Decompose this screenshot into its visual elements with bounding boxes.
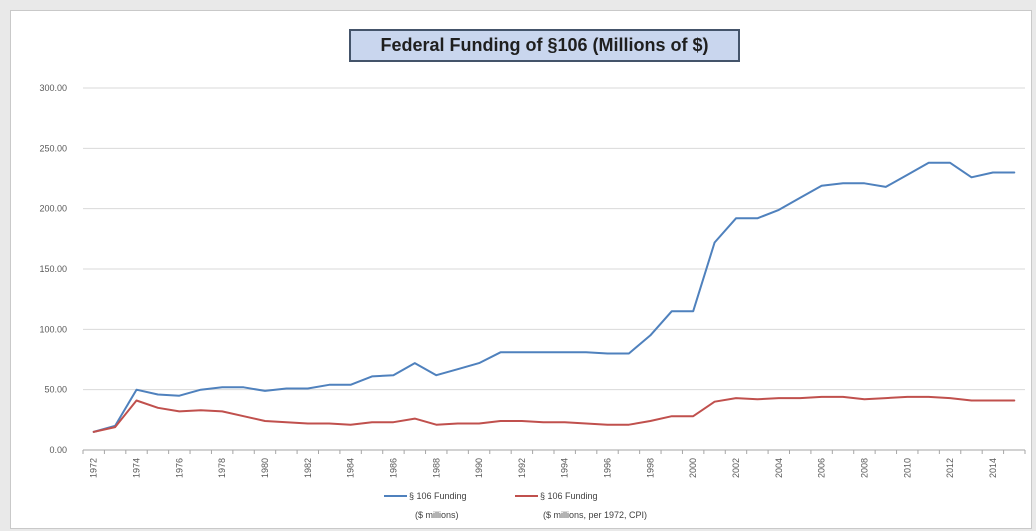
x-tick-label: 1974 xyxy=(132,458,142,478)
legend-label-series-1-line1: § 106 Funding xyxy=(409,491,467,501)
chart-title: Federal Funding of §106 (Millions of $) xyxy=(349,29,740,62)
y-tick-label: 0.00 xyxy=(49,445,67,455)
x-tick-label: 1988 xyxy=(431,458,441,478)
y-tick-label: 300.00 xyxy=(39,83,67,93)
x-tick-label: 2010 xyxy=(902,458,912,478)
x-tick-label: 2008 xyxy=(859,458,869,478)
x-tick-label: 1998 xyxy=(645,458,655,478)
x-tick-label: 1992 xyxy=(517,458,527,478)
y-tick-label: 200.00 xyxy=(39,204,67,214)
y-tick-label: 150.00 xyxy=(39,264,67,274)
x-tick-label: 2000 xyxy=(688,458,698,478)
legend-label-series-1-line2: ($ millions) xyxy=(415,510,459,520)
x-tick-label: 1990 xyxy=(474,458,484,478)
y-tick-label: 250.00 xyxy=(39,143,67,153)
x-tick-label: 1976 xyxy=(174,458,184,478)
x-tick-label: 2002 xyxy=(731,458,741,478)
series-line-1 xyxy=(92,161,1016,433)
y-tick-label: 100.00 xyxy=(39,324,67,334)
x-tick-label: 2014 xyxy=(988,458,998,478)
x-tick-label: 1994 xyxy=(560,458,570,478)
x-tick-label: 1984 xyxy=(346,458,356,478)
legend: § 106 Funding ($ millions) § 106 Funding… xyxy=(384,491,647,520)
x-tick-label: 1986 xyxy=(388,458,398,478)
series-line-2 xyxy=(92,395,1016,433)
legend-label-series-2-line1: § 106 Funding xyxy=(540,491,598,501)
x-tick-label: 2006 xyxy=(817,458,827,478)
x-tick-label: 1980 xyxy=(260,458,270,478)
x-tick-label: 1978 xyxy=(217,458,227,478)
gridlines xyxy=(83,87,1025,391)
y-tick-label: 50.00 xyxy=(44,385,67,395)
axes: 0.00 50.00 100.00 150.00 200.00 250.00 300.00 1… xyxy=(39,83,1026,478)
legend-label-series-2-line2: ($ millions, per 1972, CPI) xyxy=(543,510,647,520)
x-tick-label: 1996 xyxy=(603,458,613,478)
x-tick-label: 2004 xyxy=(774,458,784,478)
x-tick-label: 1972 xyxy=(89,458,99,478)
x-tick-label: 2012 xyxy=(945,458,955,478)
x-tick-label: 1982 xyxy=(303,458,313,478)
series-lines xyxy=(92,161,1016,433)
